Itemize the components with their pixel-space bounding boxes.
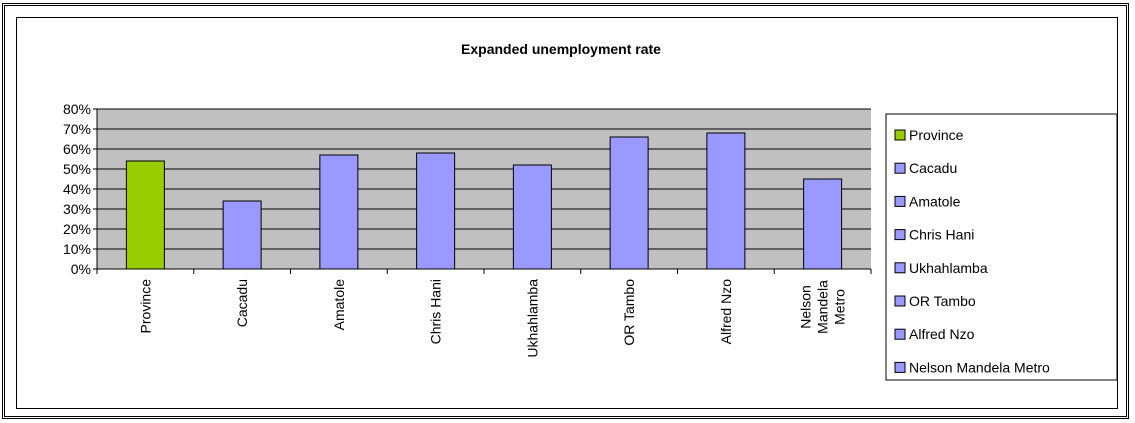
x-tick-label-line: Amatole	[331, 279, 347, 331]
y-tick-label: 60%	[63, 141, 91, 157]
legend-swatch	[894, 262, 906, 274]
legend-label: Amatole	[909, 193, 961, 209]
x-tick-label: Ukhahlamba	[524, 279, 540, 358]
x-tick-label-line: Chris Hani	[428, 279, 444, 344]
y-tick-label: 20%	[63, 221, 91, 237]
legend-swatch	[894, 195, 906, 207]
x-tick-label: Province	[137, 279, 153, 334]
legend-label: Province	[909, 127, 964, 143]
legend-swatch	[894, 295, 906, 307]
x-tick-label-line: Mandela	[815, 280, 831, 334]
bar	[319, 154, 359, 270]
legend-label: OR Tambo	[909, 293, 976, 309]
x-tick-label: Chris Hani	[428, 279, 444, 344]
y-tick-label: 40%	[63, 181, 91, 197]
bar	[416, 152, 456, 270]
bars	[125, 132, 843, 270]
legend-label: Nelson Mandela Metro	[909, 359, 1050, 375]
legend-swatch	[894, 328, 906, 340]
x-axis-ticks: Province Cacadu Amatole Chris Hani Ukhahlamb…	[96, 269, 872, 358]
x-tick-label: OR Tambo	[621, 279, 637, 346]
x-tick-label: Cacadu	[234, 279, 250, 327]
x-tick-label-line: Province	[137, 279, 153, 334]
chart-frame-outer	[2, 3, 1129, 419]
legend-swatch	[894, 129, 906, 141]
x-tick-label-line: Metro	[832, 289, 848, 325]
chart-title: Expanded unemployment rate	[461, 41, 661, 57]
x-tick-label-line: Alfred Nzo	[718, 279, 734, 345]
legend-swatch	[894, 361, 906, 373]
bar	[706, 132, 746, 270]
legend-label: Ukhahlamba	[909, 260, 988, 276]
x-tick-label: Nelson Mandela Metro	[798, 280, 848, 334]
legend-swatch	[894, 229, 906, 241]
x-tick-label-line: Nelson	[798, 285, 814, 329]
legend-label: Cacadu	[909, 160, 957, 176]
y-tick-label: 10%	[63, 241, 91, 257]
legend-swatch	[894, 162, 906, 174]
legend-box	[885, 113, 1118, 381]
legend: Province Cacadu Amatole Chris Hani Ukhahlamb…	[894, 127, 1050, 375]
x-tick-label-line: Cacadu	[234, 279, 250, 327]
y-tick-label: 50%	[63, 161, 91, 177]
y-tick-label: 80%	[63, 101, 91, 117]
y-tick-label: 0%	[71, 261, 91, 277]
x-tick-label: Alfred Nzo	[718, 279, 734, 345]
bar	[609, 136, 649, 270]
legend-label: Chris Hani	[909, 227, 974, 243]
x-tick-label: Amatole	[331, 279, 347, 331]
bar	[512, 164, 552, 270]
bar	[125, 160, 165, 270]
y-tick-label: 30%	[63, 201, 91, 217]
y-axis-ticks: 0% 10% 20% 30% 40% 50% 60% 70% 80%	[63, 101, 97, 277]
bar	[803, 178, 843, 270]
legend-label: Alfred Nzo	[909, 326, 975, 342]
bar	[222, 200, 262, 270]
x-tick-label-line: Ukhahlamba	[524, 279, 540, 358]
x-tick-label-line: OR Tambo	[621, 279, 637, 346]
y-tick-label: 70%	[63, 121, 91, 137]
